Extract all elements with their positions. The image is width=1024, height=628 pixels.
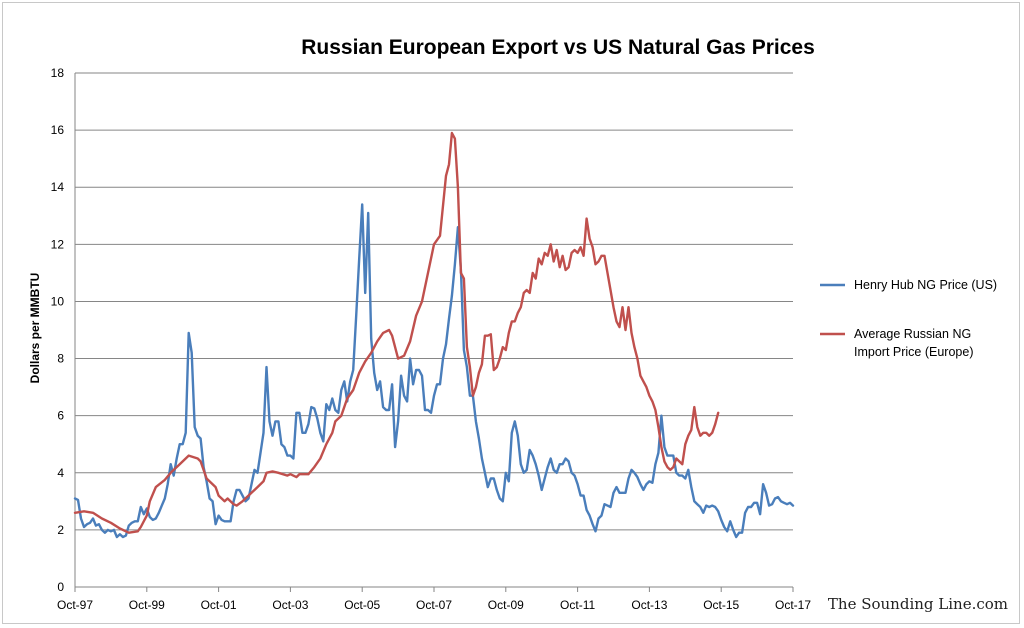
y-tick-label-14: 14 — [51, 180, 65, 194]
x-tick-label-Oct-15: Oct-15 — [703, 598, 739, 612]
y-tick-label-16: 16 — [51, 123, 65, 137]
y-tick-label-12: 12 — [51, 237, 65, 251]
y-axis-label: Dollars per MMBTU — [28, 273, 42, 384]
x-tick-label-Oct-11: Oct-11 — [560, 598, 595, 612]
y-tick-label-6: 6 — [57, 409, 64, 423]
x-tick-label-Oct-07: Oct-07 — [416, 598, 452, 612]
y-tick-label-2: 2 — [57, 523, 64, 537]
legend: Henry Hub NG Price (US) Average Russian N… — [820, 278, 997, 359]
y-tick-labels: 0 2 4 6 8 10 12 14 16 18 — [51, 66, 65, 594]
y-tick-label-10: 10 — [51, 294, 65, 308]
legend-label-1-line2: Import Price (Europe) — [854, 345, 973, 359]
x-tick-label-Oct-09: Oct-09 — [488, 598, 524, 612]
axis-layer — [74, 73, 794, 592]
x-tick-label-Oct-01: Oct-01 — [201, 598, 237, 612]
y-tick-label-4: 4 — [57, 466, 64, 480]
series-layer — [73, 131, 795, 539]
y-tick-label-8: 8 — [57, 352, 64, 366]
x-tick-label-Oct-99: Oct-99 — [129, 598, 165, 612]
series-line-0 — [73, 203, 795, 539]
source-credit: The Sounding Line.com — [828, 595, 1008, 613]
x-tick-label-Oct-13: Oct-13 — [631, 598, 667, 612]
x-tick-labels: Oct-97 Oct-99 Oct-01 Oct-03 Oct-05 Oct-07 Oct-… — [57, 598, 811, 612]
chart-svg: Russian European Export vs US Natural Ga… — [28, 36, 1008, 613]
chart-title: Russian European Export vs US Natural Ga… — [301, 36, 815, 59]
x-tick-label-Oct-17: Oct-17 — [775, 598, 811, 612]
x-tick-label-Oct-03: Oct-03 — [272, 598, 308, 612]
legend-label-1: Average Russian NG — [854, 327, 971, 341]
x-tick-label-Oct-97: Oct-97 — [57, 598, 93, 612]
y-tick-label-18: 18 — [51, 66, 65, 80]
series-line-1 — [73, 131, 720, 534]
y-tick-label-0: 0 — [57, 580, 64, 594]
x-tick-label-Oct-05: Oct-05 — [344, 598, 380, 612]
legend-label-0: Henry Hub NG Price (US) — [854, 278, 997, 292]
